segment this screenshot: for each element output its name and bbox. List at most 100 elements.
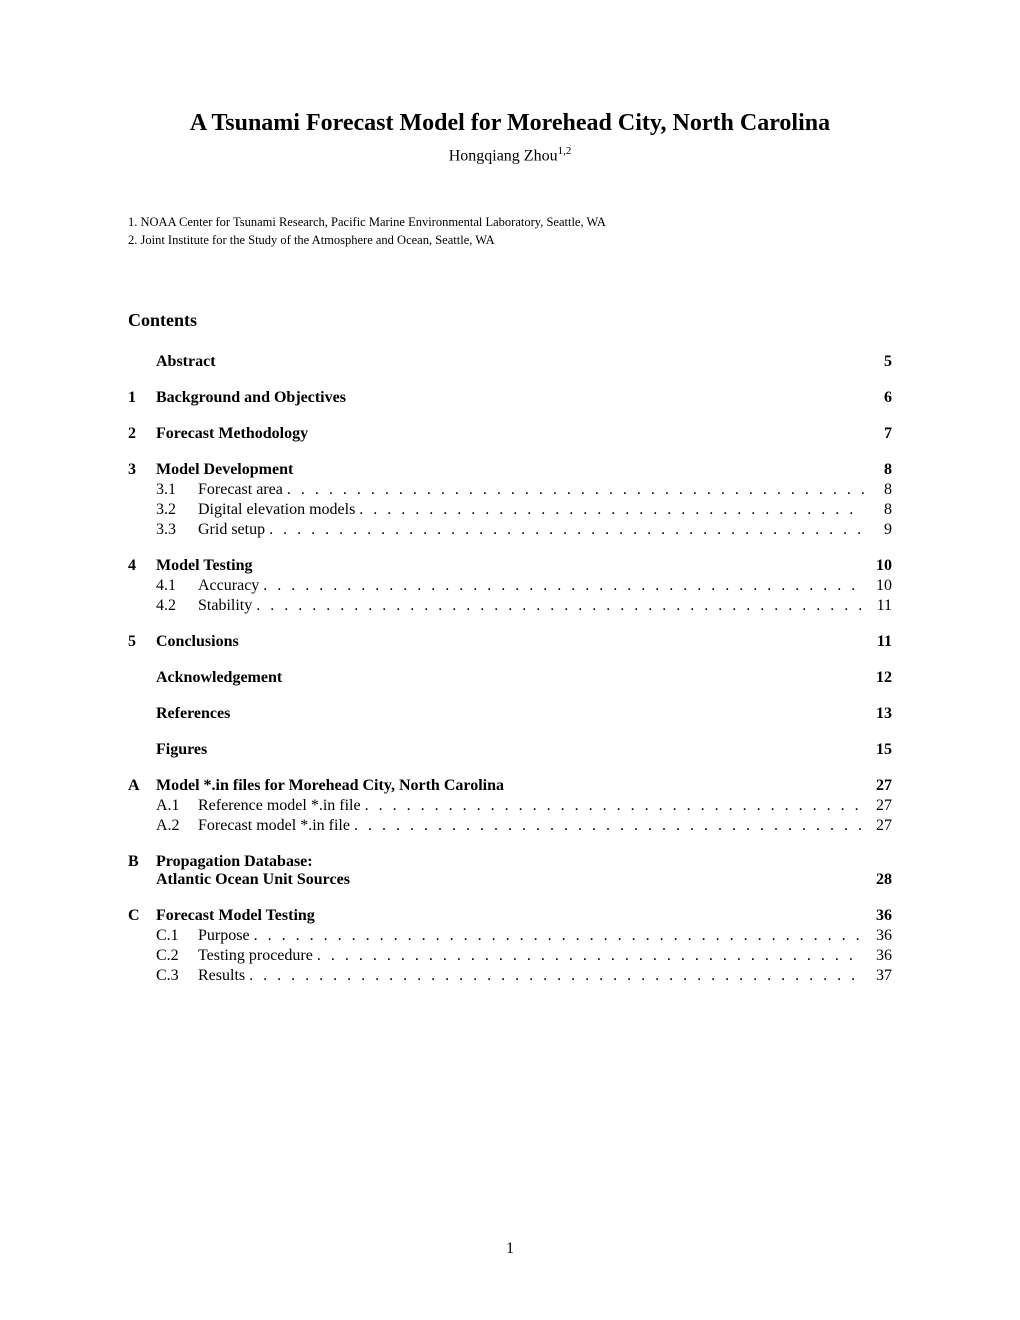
page-number: 1 [0,1240,1020,1258]
toc-leader-dots [283,481,864,499]
toc-label: Model *.in files for Morehead City, Nort… [156,777,504,795]
toc-label: References [156,705,230,723]
toc-label: Forecast Model Testing [156,907,315,925]
toc-number: C.2 [156,947,198,965]
toc-section: AModel *.in files for Morehead City, Nor… [128,777,892,795]
toc-label: Propagation Database: [156,853,313,871]
toc-number: 4.1 [156,577,198,595]
toc-subsection: 4.1Accuracy 10 [128,577,892,595]
toc-section: 3Model Development 8 [128,461,892,479]
toc-section: Acknowledgement 12 [128,669,892,687]
toc-number: B [128,853,156,871]
toc-number: C.1 [156,927,198,945]
toc-section: Abstract 5 [128,353,892,371]
toc-page: 36 [864,927,892,945]
toc-subsection: C.1Purpose 36 [128,927,892,945]
contents-heading: Contents [128,310,892,331]
toc-section: References 13 [128,705,892,723]
table-of-contents: Abstract51Background and Objectives62For… [128,353,892,985]
toc-leader-dots [259,577,864,595]
toc-page: 11 [864,597,892,615]
toc-page: 27 [864,777,892,795]
toc-label: Grid setup [198,521,265,539]
toc-number: 4.2 [156,597,198,615]
toc-page: 15 [864,741,892,759]
toc-page: 28 [864,871,892,889]
toc-number: A [128,777,156,795]
toc-page: 13 [864,705,892,723]
toc-page: 12 [864,669,892,687]
toc-leader-dots [250,927,864,945]
toc-leader-dots [350,817,864,835]
toc-number: 4 [128,557,156,575]
toc-subsection: A.2Forecast model *.in file27 [128,817,892,835]
toc-leader-dots [361,797,864,815]
toc-label: Conclusions [156,633,239,651]
toc-page: 9 [864,521,892,539]
toc-page: 36 [864,947,892,965]
toc-number: 2 [128,425,156,443]
toc-section: CForecast Model Testing36 [128,907,892,925]
toc-page: 11 [864,633,892,651]
toc-label: Atlantic Ocean Unit Sources [156,871,350,889]
toc-number: 3.1 [156,481,198,499]
toc-section: 2Forecast Methodology 7 [128,425,892,443]
toc-subsection: 3.3Grid setup 9 [128,521,892,539]
toc-section: BPropagation Database:Atlantic Ocean Uni… [128,853,892,889]
toc-page: 8 [864,501,892,519]
author-name: Hongqiang Zhou [449,147,558,164]
affiliation-1: 1. NOAA Center for Tsunami Research, Pac… [128,213,892,231]
author-line: Hongqiang Zhou1,2 [128,145,892,165]
toc-section: 4Model Testing 10 [128,557,892,575]
toc-label: Testing procedure [198,947,313,965]
toc-number: 3 [128,461,156,479]
toc-label: Forecast area [198,481,283,499]
toc-page: 6 [864,389,892,407]
toc-leader-dots [245,967,864,985]
toc-subsection: C.2Testing procedure 36 [128,947,892,965]
page-title: A Tsunami Forecast Model for Morehead Ci… [128,110,892,137]
toc-label: Abstract [156,353,216,371]
toc-leader-dots [252,597,864,615]
toc-label: Digital elevation models [198,501,355,519]
toc-label: Figures [156,741,207,759]
toc-label: Forecast model *.in file [198,817,350,835]
toc-label: Background and Objectives [156,389,346,407]
toc-label: Model Development [156,461,293,479]
toc-page: 10 [864,557,892,575]
affiliations: 1. NOAA Center for Tsunami Research, Pac… [128,213,892,249]
toc-label: Acknowledgement [156,669,282,687]
toc-number: 3.2 [156,501,198,519]
toc-number: C.3 [156,967,198,985]
toc-page: 27 [864,817,892,835]
toc-page: 8 [864,461,892,479]
affiliation-2: 2. Joint Institute for the Study of the … [128,231,892,249]
toc-page: 5 [864,353,892,371]
toc-number: 5 [128,633,156,651]
toc-leader-dots [265,521,864,539]
toc-subsection: C.3Results37 [128,967,892,985]
toc-page: 10 [864,577,892,595]
toc-subsection: 4.2Stability 11 [128,597,892,615]
toc-subsection: A.1Reference model *.in file27 [128,797,892,815]
toc-number: A.1 [156,797,198,815]
toc-page: 36 [864,907,892,925]
toc-number: 3.3 [156,521,198,539]
toc-label: Purpose [198,927,250,945]
toc-page: 37 [864,967,892,985]
toc-label: Accuracy [198,577,259,595]
toc-label: Forecast Methodology [156,425,308,443]
toc-leader-dots [355,501,864,519]
toc-subsection: 3.2Digital elevation models 8 [128,501,892,519]
toc-section: 5Conclusions 11 [128,633,892,651]
toc-section: Figures 15 [128,741,892,759]
toc-section: 1Background and Objectives 6 [128,389,892,407]
toc-leader-dots [313,947,864,965]
toc-subsection: 3.1Forecast area 8 [128,481,892,499]
toc-label: Stability [198,597,252,615]
toc-label: Model Testing [156,557,252,575]
toc-page: 7 [864,425,892,443]
toc-number: 1 [128,389,156,407]
toc-page: 8 [864,481,892,499]
author-sup: 1,2 [558,145,572,157]
